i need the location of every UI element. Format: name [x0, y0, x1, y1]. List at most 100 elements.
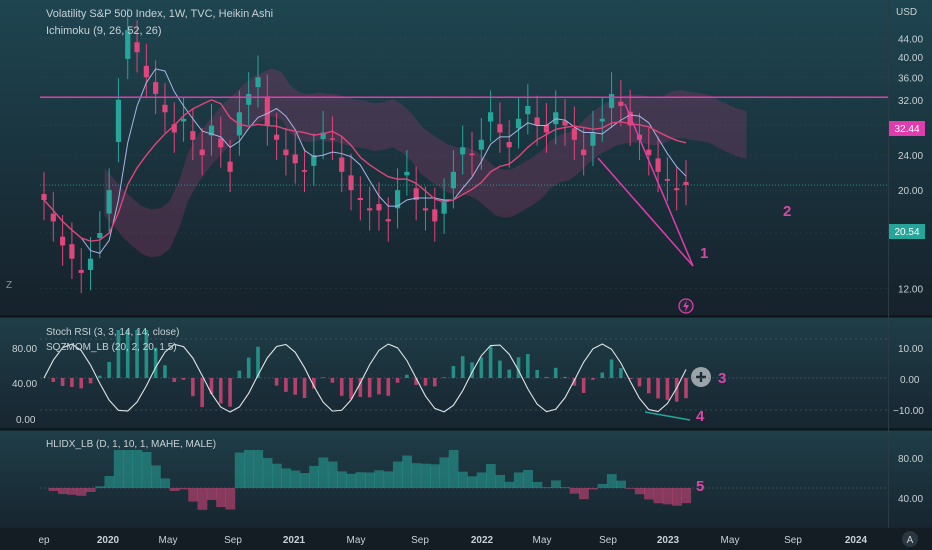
hlidx-area: [541, 487, 552, 488]
hlidx-area: [309, 465, 319, 488]
candle-body: [571, 128, 577, 140]
candle-body: [562, 120, 568, 126]
momentum-bar: [423, 378, 428, 386]
candle-body: [655, 158, 661, 172]
hlidx-area: [76, 488, 87, 496]
momentum-bar: [535, 370, 539, 378]
momentum-bar: [98, 375, 102, 378]
hlidx-area: [458, 471, 468, 488]
candle-body: [478, 139, 484, 150]
price-tick-label: 36.00: [898, 73, 923, 84]
momentum-bar: [60, 378, 65, 386]
candle-body: [134, 42, 140, 53]
momentum-bar: [339, 378, 344, 396]
candle-body: [469, 153, 475, 156]
candle-body: [413, 188, 419, 201]
candle-body: [460, 147, 466, 155]
timezone-label: Z: [6, 280, 12, 291]
price-tick-label: 40.00: [898, 53, 923, 64]
candle-body: [199, 149, 205, 156]
candle-body: [153, 82, 159, 94]
momentum-bar: [414, 378, 418, 385]
hlidx-right-tick: 40.00: [898, 494, 923, 505]
momentum-bar: [367, 378, 372, 398]
hlidx-area: [579, 488, 589, 500]
time-tick-label: Sep: [411, 535, 429, 546]
time-tick-label: 2022: [471, 535, 494, 546]
auto-scale-button[interactable]: [902, 531, 918, 547]
time-tick-label: May: [721, 535, 740, 546]
momentum-bar: [116, 330, 121, 378]
momentum-bar: [628, 378, 632, 380]
candle-body: [50, 213, 56, 222]
hlidx-area: [625, 488, 636, 489]
annotation-5: 5: [696, 478, 704, 495]
candle-body: [208, 125, 215, 136]
hlidx-area: [141, 452, 152, 488]
candle-body: [422, 208, 429, 211]
price-tick-label: 44.00: [898, 35, 923, 46]
candle-body: [218, 138, 224, 148]
lightning-icon[interactable]: [678, 298, 694, 314]
momentum-bar: [470, 362, 474, 378]
hlidx-area: [653, 488, 664, 504]
momentum-bar: [51, 378, 56, 382]
candle-body: [246, 93, 252, 105]
ichimoku-lines: [43, 68, 687, 254]
time-axis-background: [0, 528, 932, 550]
hlidx-area: [85, 488, 96, 492]
candle-body: [608, 93, 615, 108]
candle-body: [311, 155, 317, 166]
candle-body: [125, 30, 131, 59]
momentum-bar: [200, 378, 204, 408]
hlidx-area: [355, 472, 366, 488]
hlidx-area: [374, 470, 385, 488]
momentum-bar: [135, 330, 139, 378]
momentum-bar: [358, 378, 363, 397]
momentum-bar: [553, 367, 558, 378]
last-price-tag: [889, 224, 925, 239]
stoch-left-tick: 80.00: [12, 344, 37, 355]
momentum-bar: [656, 378, 660, 399]
hlidx-area: [365, 472, 375, 488]
candle-body: [69, 244, 75, 259]
stoch-rsi-pane: [40, 330, 888, 413]
chart-title: Volatility S&P 500 Index, 1W, TVC, Heiki…: [46, 8, 273, 20]
hlidx-area: [346, 473, 357, 488]
candle-body: [432, 209, 438, 222]
level-price-label: 32.44: [894, 124, 919, 135]
hlidx-area: [262, 458, 273, 488]
momentum-bar: [507, 369, 512, 378]
time-tick-label: Sep: [784, 535, 802, 546]
hlidx-area: [253, 450, 264, 488]
candle-body: [320, 132, 326, 140]
hlidx-area: [523, 470, 533, 488]
candle-body: [106, 190, 112, 214]
candle-body: [674, 188, 680, 191]
hlidx-area: [206, 488, 217, 500]
candle-body: [618, 101, 624, 106]
hlidx-area: [532, 482, 543, 488]
add-indicator-button[interactable]: [691, 367, 711, 387]
hlidx-area: [616, 480, 627, 488]
candle-body: [60, 236, 66, 246]
candle-body: [664, 178, 670, 181]
hlidx-area: [644, 488, 654, 500]
candle-body: [348, 175, 354, 191]
trendline-upper: [624, 103, 694, 267]
sqz-right-tick: −10.00: [893, 406, 924, 417]
momentum-bar: [665, 378, 670, 400]
annotation-1: 1: [700, 245, 708, 262]
hlidx-area: [588, 488, 599, 490]
candle-body: [581, 149, 587, 156]
hlidx-area: [439, 457, 450, 488]
momentum-bar: [526, 354, 530, 378]
candles-group: [41, 8, 689, 294]
hlidx-area: [504, 481, 515, 488]
momentum-bar: [572, 378, 577, 386]
momentum-bar: [274, 378, 279, 386]
stoch-left-tick: 40.00: [12, 379, 37, 390]
stoch-k-line: [43, 343, 687, 413]
candle-body: [543, 124, 550, 133]
